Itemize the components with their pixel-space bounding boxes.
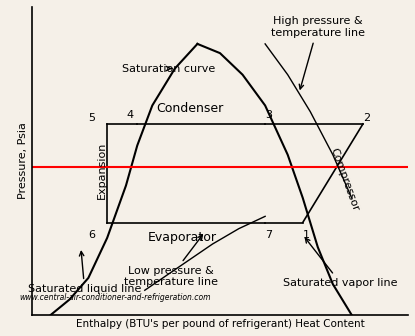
- Text: High pressure &
temperature line: High pressure & temperature line: [271, 16, 365, 89]
- Text: 2: 2: [363, 113, 370, 123]
- Text: 4: 4: [126, 110, 133, 120]
- Text: Saturated liquid line: Saturated liquid line: [28, 251, 141, 294]
- Text: www.central-air-conditioner-and-refrigeration.com: www.central-air-conditioner-and-refriger…: [19, 293, 210, 302]
- Text: Expansion: Expansion: [97, 141, 107, 199]
- Text: 7: 7: [265, 230, 273, 240]
- Text: 3: 3: [265, 110, 272, 120]
- Y-axis label: Pressure, Psia: Pressure, Psia: [18, 123, 28, 199]
- Text: Compressor: Compressor: [328, 146, 360, 212]
- Text: Condenser: Condenser: [156, 102, 224, 115]
- Text: 5: 5: [89, 113, 95, 123]
- Text: Evaporator: Evaporator: [148, 232, 217, 244]
- Text: Saturation curve: Saturation curve: [122, 64, 215, 74]
- Text: 1: 1: [303, 230, 310, 240]
- Text: Low pressure &
temperature line: Low pressure & temperature line: [124, 235, 218, 287]
- X-axis label: Enthalpy (BTU's per pound of refrigerant) Heat Content: Enthalpy (BTU's per pound of refrigerant…: [76, 319, 364, 329]
- Text: Saturated vapor line: Saturated vapor line: [283, 238, 398, 288]
- Text: 6: 6: [89, 230, 95, 240]
